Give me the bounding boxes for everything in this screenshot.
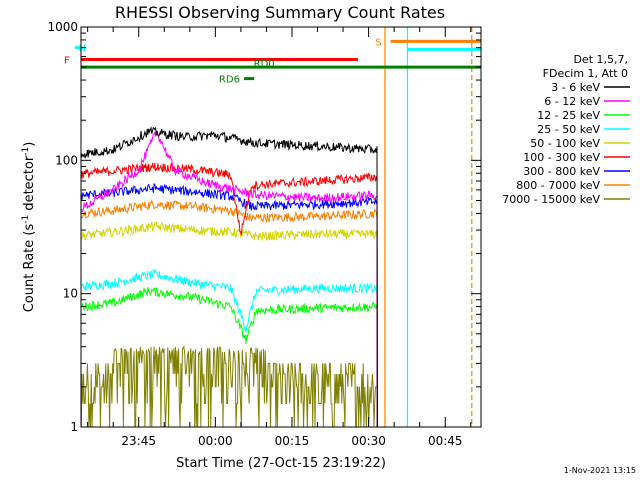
series-line-2 [81, 286, 378, 427]
legend-entry-label-4: 50 - 100 keV [530, 137, 600, 150]
legend-entry-label-3: 25 - 50 keV [537, 123, 600, 136]
series-line-1 [81, 130, 378, 427]
plot-data-layer [81, 27, 473, 427]
series-line-3 [81, 268, 378, 427]
legend-entry-label-7: 800 - 7000 keV [516, 179, 600, 192]
y-tick-label-0: 1 [70, 420, 78, 434]
axis-layer: 1 10 100 1000 23:45 00:00 00:15 00:30 00:45 [47, 20, 481, 448]
y-tick-label-1: 10 [63, 287, 78, 301]
flag-layer: NF RD0 RD6 S [64, 37, 481, 86]
x-tick-label-1: 23:45 [121, 434, 156, 448]
legend-title-line1: Det 1,5,7, [573, 53, 628, 66]
series-line-7 [81, 198, 378, 427]
series-line-6 [81, 182, 378, 427]
timestamp: 1-Nov-2021 13:15 [564, 466, 636, 475]
x-tick-label-4: 00:30 [351, 434, 386, 448]
plot-frame [80, 26, 482, 428]
legend-entry-label-6: 300 - 800 keV [523, 165, 600, 178]
legend-entry-label-8: 7000 - 15000 keV [502, 193, 600, 206]
y-tick-label-3: 1000 [47, 20, 78, 34]
chart-title: RHESSI Observing Summary Count Rates [115, 3, 445, 22]
series-line-0 [81, 126, 378, 427]
y-axis-label-sup1: -1 [21, 215, 31, 224]
y-axis-label-part2: detector [22, 155, 37, 215]
flag-label-3: RD6 [219, 75, 240, 86]
flag-label-4: S [375, 37, 381, 48]
y-axis-label: Count Rate (s-1 detector-1) [21, 142, 37, 313]
y-axis-label-part1: Count Rate (s [22, 224, 37, 313]
series-line-5 [81, 162, 378, 427]
series-line-4 [81, 221, 378, 427]
x-tick-label-2: 00:00 [198, 434, 233, 448]
series-line-8 [81, 345, 378, 427]
legend-entry-label-0: 3 - 6 keV [551, 81, 600, 94]
legend-entry-label-5: 100 - 300 keV [523, 151, 600, 164]
flag-label-0: N [78, 44, 85, 55]
y-axis-label-sup2: -1 [21, 147, 31, 156]
y-axis-label-part3: ) [22, 142, 37, 147]
legend-entry-label-2: 12 - 25 keV [537, 109, 600, 122]
x-tick-label-3: 00:15 [275, 434, 310, 448]
flag-label-2: RD0 [254, 59, 275, 70]
flag-label-1: F [64, 56, 70, 67]
y-tick-label-2: 100 [55, 153, 78, 167]
legend-title-line2: FDecim 1, Att 0 [543, 67, 628, 80]
x-axis-label: Start Time (27-Oct-15 23:19:22) [176, 456, 386, 471]
legend-entry-label-1: 6 - 12 keV [544, 95, 600, 108]
x-tick-label-5: 00:45 [428, 434, 463, 448]
